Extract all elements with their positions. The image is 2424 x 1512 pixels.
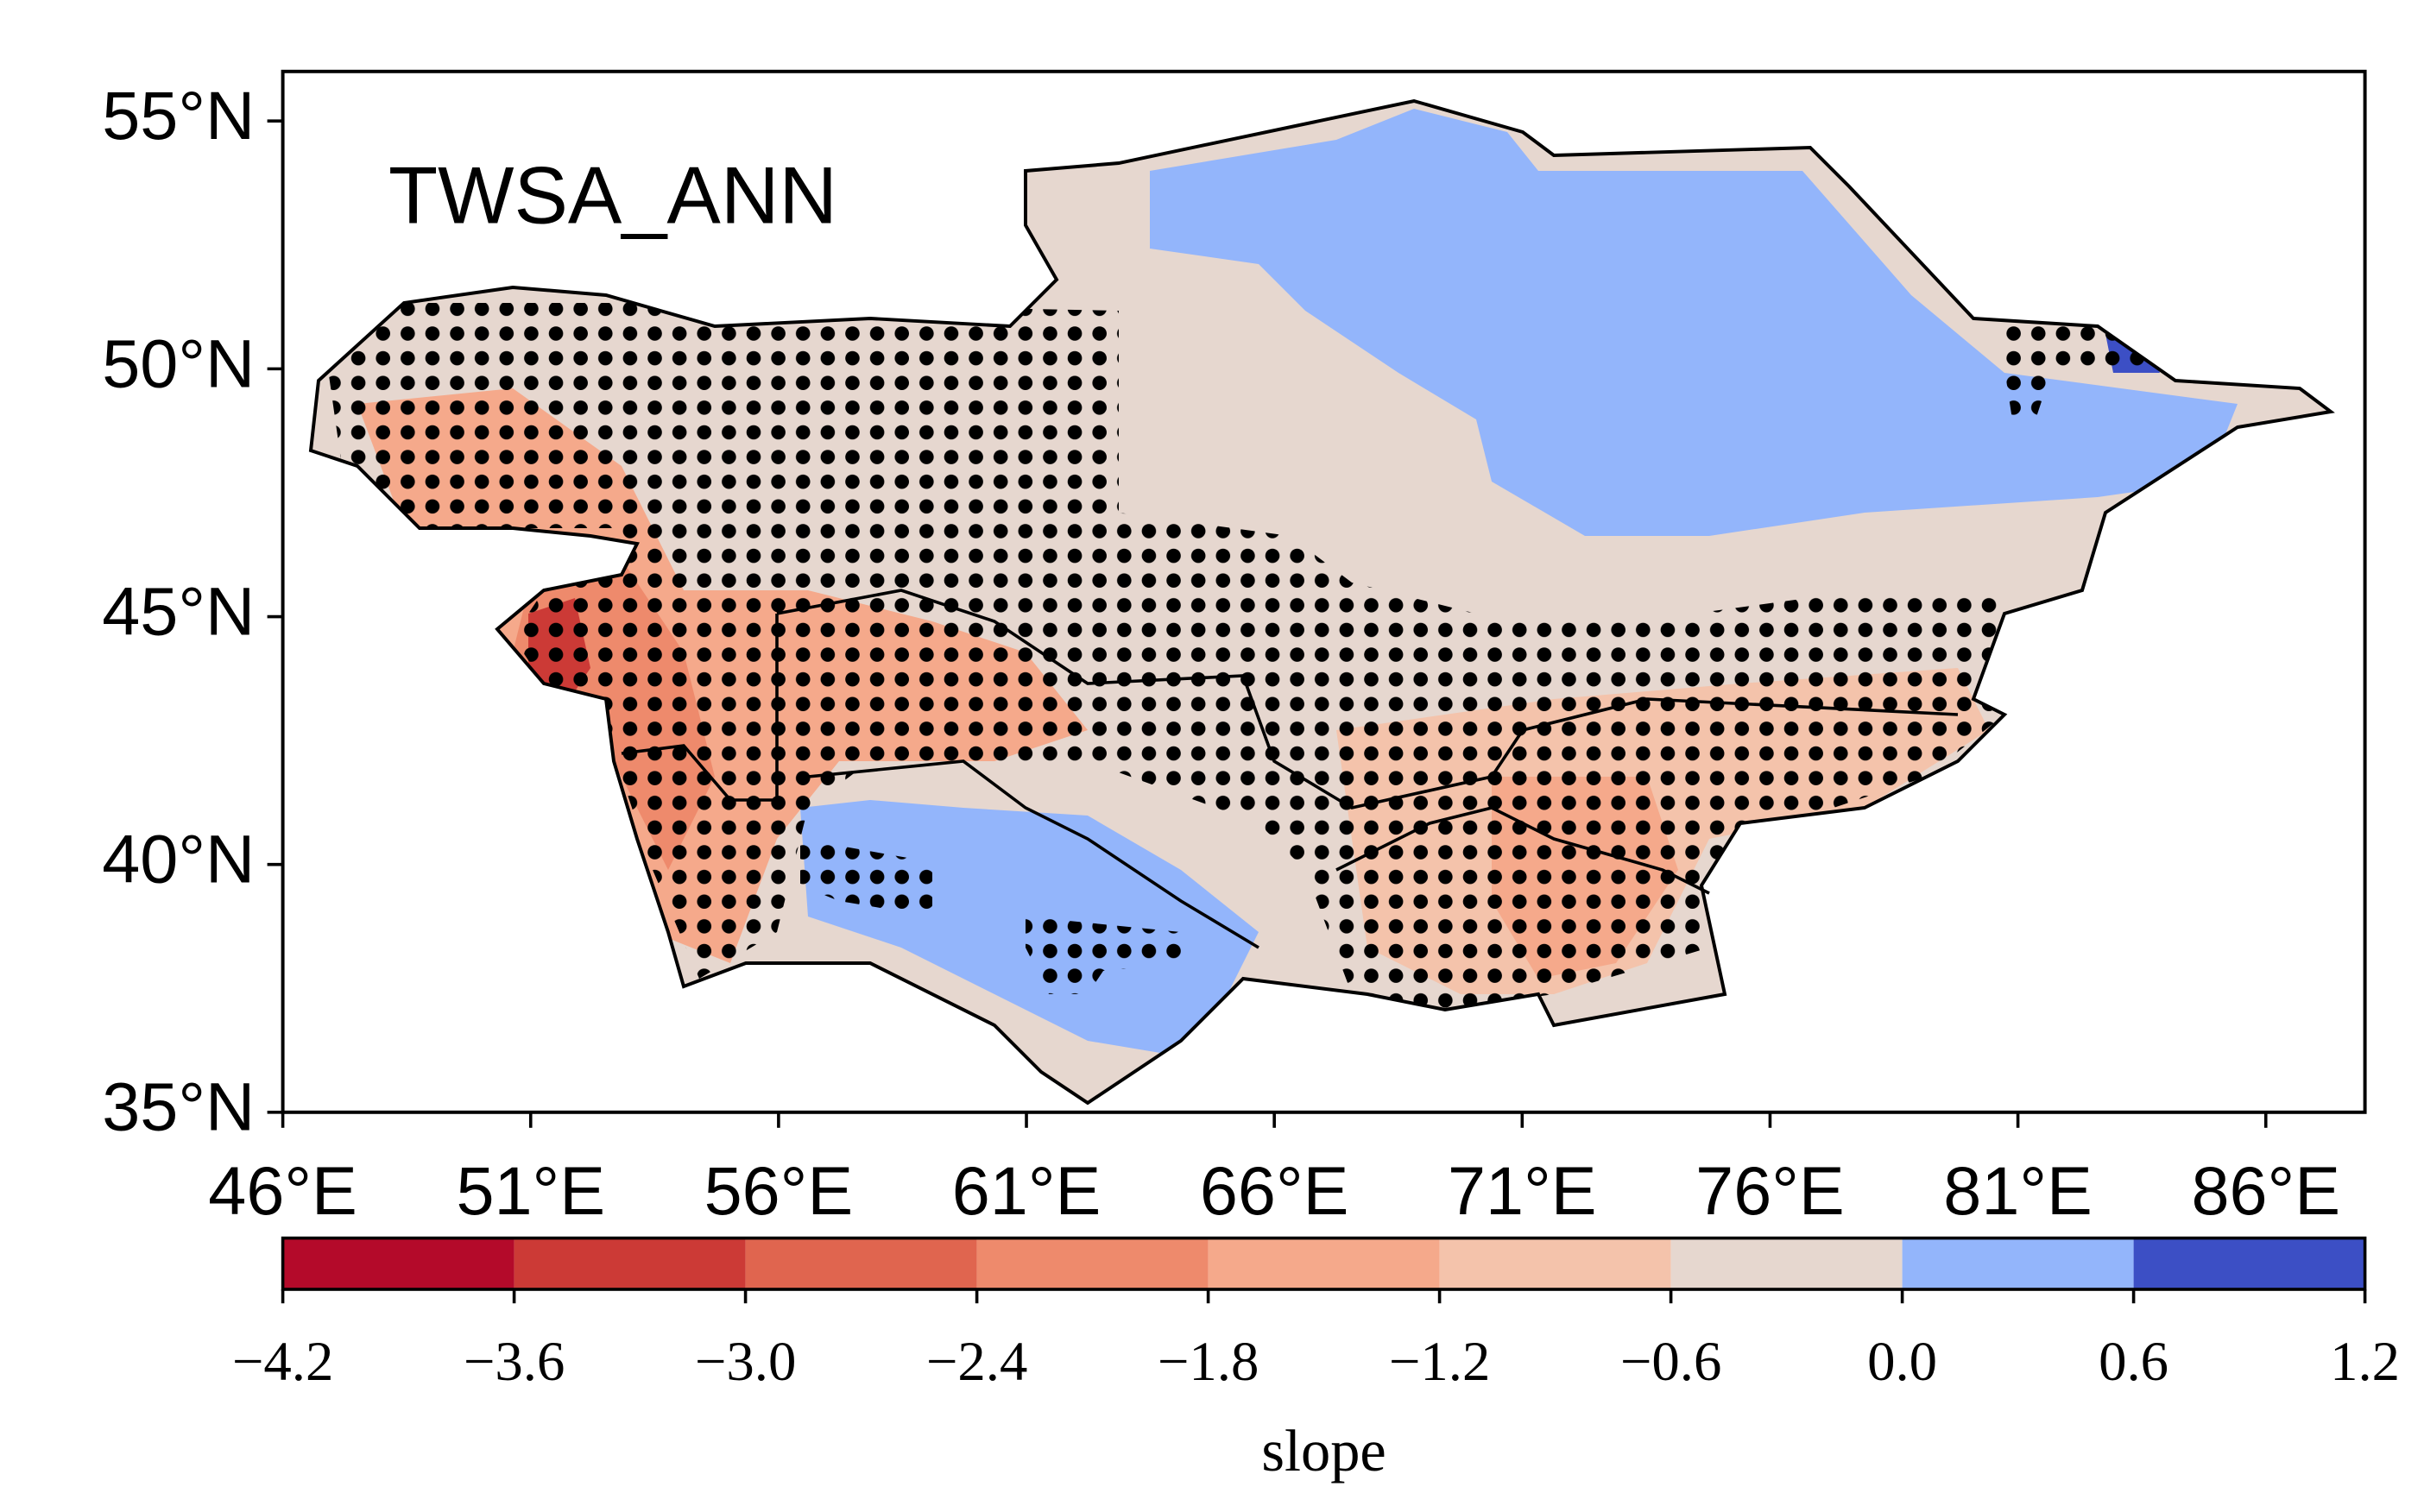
colorbar-segment [1208, 1238, 1440, 1290]
y-tick-label: 35°N [102, 1068, 255, 1145]
x-tick-label: 61°E [952, 1152, 1102, 1229]
x-tick-label: 66°E [1200, 1152, 1349, 1229]
y-tick-label: 55°N [102, 77, 255, 154]
significance-stipple [1997, 318, 2160, 420]
colorbar-segment [1902, 1238, 2134, 1290]
colorbar-segment [282, 1238, 514, 1290]
colorbar-tick-label: 0.6 [2099, 1331, 2168, 1393]
colorbar-tick-label: −2.4 [926, 1331, 1028, 1393]
colorbar-segment [745, 1238, 977, 1290]
country-border [776, 589, 1959, 810]
colorbar-tick-label: 1.2 [2330, 1331, 2400, 1393]
map-frame [281, 69, 2367, 1114]
y-tick-label: 40°N [102, 821, 255, 898]
colorbar-segment [1670, 1238, 1903, 1290]
colorbar-tick-label: −1.2 [1389, 1331, 1491, 1393]
country-border [1335, 806, 1710, 895]
country-border [621, 614, 779, 802]
colorbar-segment [976, 1238, 1209, 1290]
x-tick-label: 51°E [456, 1152, 605, 1229]
significance-stipple [319, 303, 2004, 1011]
y-tick-label: 50°N [102, 324, 255, 401]
colorbar-tick-label: −1.8 [1158, 1331, 1259, 1393]
significance-stipple [800, 839, 932, 917]
colorbar-segment [514, 1238, 746, 1290]
x-tick-label: 81°E [1943, 1152, 2093, 1229]
y-tick-label: 45°N [102, 572, 255, 649]
x-tick-label: 46°E [208, 1152, 357, 1229]
colorbar-segment [2133, 1238, 2365, 1290]
colorbar-label: slope [1261, 1418, 1386, 1484]
colorbar-segment [1439, 1238, 1671, 1290]
x-tick-label: 56°E [704, 1152, 854, 1229]
x-tick-label: 76°E [1695, 1152, 1845, 1229]
country-border [807, 759, 1259, 949]
x-tick-label: 71°E [1448, 1152, 1597, 1229]
map-title: TWSA_ANN [388, 150, 837, 241]
colorbar-tick-label: 0.0 [1867, 1331, 1937, 1393]
significance-stipple [1026, 917, 1181, 995]
region-fill [1150, 109, 2238, 537]
x-tick-label: 86°E [2191, 1152, 2340, 1229]
colorbar-tick-label: −3.0 [695, 1331, 797, 1393]
colorbar-tick-label: −0.6 [1620, 1331, 1722, 1393]
colorbar-tick-label: −3.6 [464, 1331, 565, 1393]
colorbar-tick-label: −4.2 [232, 1331, 334, 1393]
colorbar-frame [281, 1236, 2367, 1291]
